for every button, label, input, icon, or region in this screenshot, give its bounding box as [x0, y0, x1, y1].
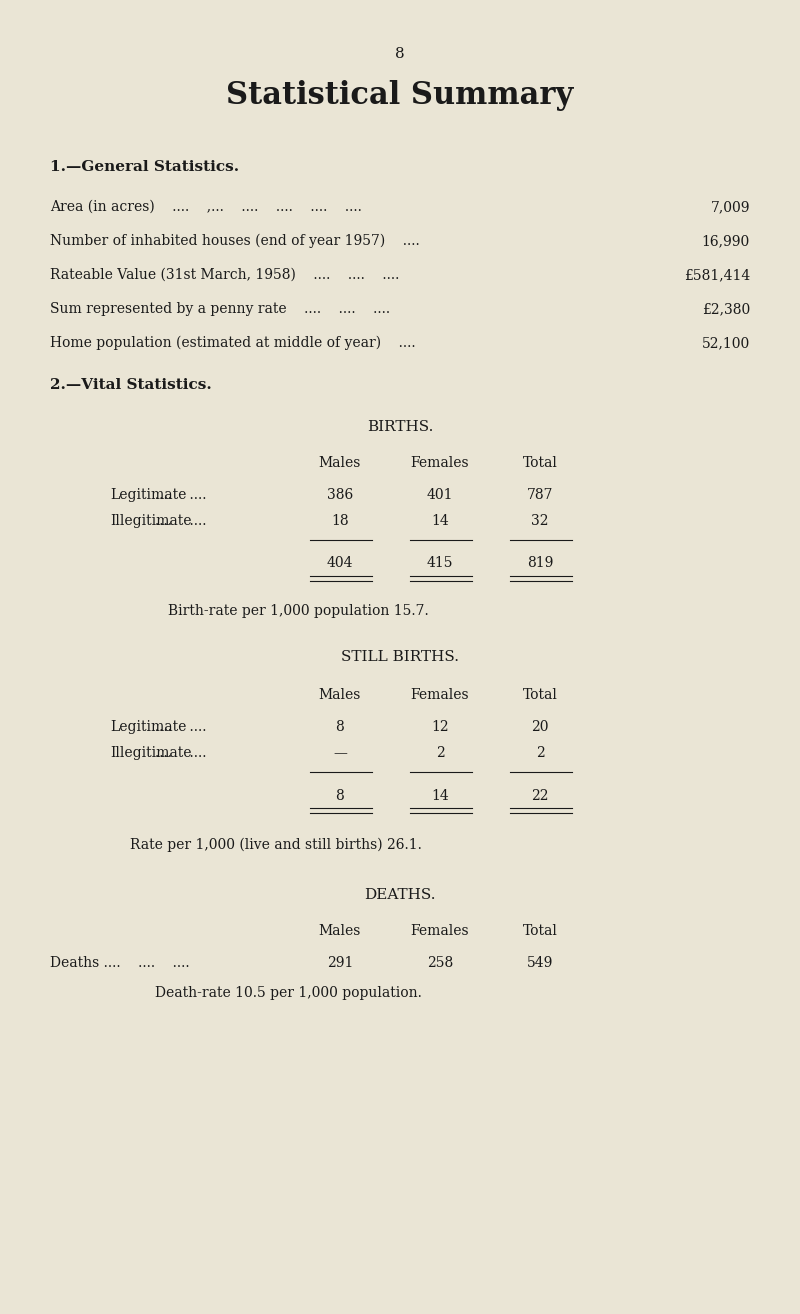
Text: 20: 20: [531, 720, 549, 735]
Text: Rate per 1,000 (live and still births) 26.1.: Rate per 1,000 (live and still births) 2…: [130, 838, 422, 853]
Text: Death-rate 10.5 per 1,000 population.: Death-rate 10.5 per 1,000 population.: [155, 986, 422, 1000]
Text: 549: 549: [527, 957, 553, 970]
Text: DEATHS.: DEATHS.: [364, 888, 436, 901]
Text: STILL BIRTHS.: STILL BIRTHS.: [341, 650, 459, 664]
Text: 14: 14: [431, 514, 449, 528]
Text: —: —: [333, 746, 347, 759]
Text: Total: Total: [522, 689, 558, 702]
Text: ....    ....: .... ....: [155, 720, 206, 735]
Text: 2: 2: [436, 746, 444, 759]
Text: Males: Males: [319, 689, 361, 702]
Text: Legitimate: Legitimate: [110, 487, 186, 502]
Text: 12: 12: [431, 720, 449, 735]
Text: 401: 401: [426, 487, 454, 502]
Text: Statistical Summary: Statistical Summary: [226, 80, 574, 110]
Text: BIRTHS.: BIRTHS.: [367, 420, 433, 434]
Text: 14: 14: [431, 788, 449, 803]
Text: 404: 404: [326, 556, 354, 570]
Text: Total: Total: [522, 456, 558, 470]
Text: Deaths ....    ....    ....: Deaths .... .... ....: [50, 957, 190, 970]
Text: Males: Males: [319, 456, 361, 470]
Text: 32: 32: [531, 514, 549, 528]
Text: 52,100: 52,100: [702, 336, 750, 350]
Text: 2: 2: [536, 746, 544, 759]
Text: 8: 8: [336, 720, 344, 735]
Text: Sum represented by a penny rate    ....    ....    ....: Sum represented by a penny rate .... ...…: [50, 302, 390, 315]
Text: 787: 787: [526, 487, 554, 502]
Text: Legitimate: Legitimate: [110, 720, 186, 735]
Text: Birth-rate per 1,000 population 15.7.: Birth-rate per 1,000 population 15.7.: [168, 604, 429, 618]
Text: ....    ....: .... ....: [155, 487, 206, 502]
Text: ....    ....: .... ....: [155, 746, 206, 759]
Text: Illegitimate: Illegitimate: [110, 514, 191, 528]
Text: Females: Females: [410, 456, 470, 470]
Text: Males: Males: [319, 924, 361, 938]
Text: 22: 22: [531, 788, 549, 803]
Text: 1.—General Statistics.: 1.—General Statistics.: [50, 160, 239, 173]
Text: £2,380: £2,380: [702, 302, 750, 315]
Text: 291: 291: [327, 957, 353, 970]
Text: 7,009: 7,009: [710, 200, 750, 214]
Text: Illegitimate: Illegitimate: [110, 746, 191, 759]
Text: Females: Females: [410, 924, 470, 938]
Text: 415: 415: [426, 556, 454, 570]
Text: 386: 386: [327, 487, 353, 502]
Text: £581,414: £581,414: [684, 268, 750, 283]
Text: Total: Total: [522, 924, 558, 938]
Text: Home population (estimated at middle of year)    ....: Home population (estimated at middle of …: [50, 336, 416, 351]
Text: Females: Females: [410, 689, 470, 702]
Text: ....    ....: .... ....: [155, 514, 206, 528]
Text: 2.—Vital Statistics.: 2.—Vital Statistics.: [50, 378, 212, 392]
Text: Rateable Value (31st March, 1958)    ....    ....    ....: Rateable Value (31st March, 1958) .... .…: [50, 268, 399, 283]
Text: 8: 8: [336, 788, 344, 803]
Text: Number of inhabited houses (end of year 1957)    ....: Number of inhabited houses (end of year …: [50, 234, 420, 248]
Text: 18: 18: [331, 514, 349, 528]
Text: 16,990: 16,990: [702, 234, 750, 248]
Text: 819: 819: [527, 556, 553, 570]
Text: 8: 8: [395, 47, 405, 60]
Text: 258: 258: [427, 957, 453, 970]
Text: Area (in acres)    ....    ,...    ....    ....    ....    ....: Area (in acres) .... ,... .... .... ....…: [50, 200, 362, 214]
